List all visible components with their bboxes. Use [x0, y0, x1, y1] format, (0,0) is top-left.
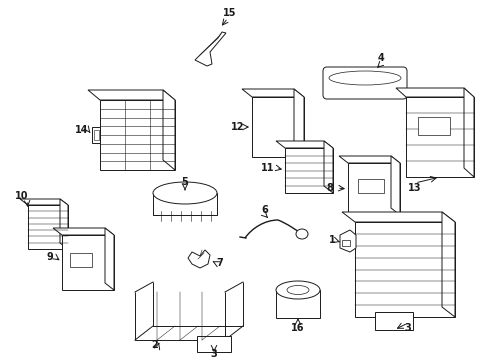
Bar — [417, 117, 449, 135]
Ellipse shape — [286, 285, 308, 294]
Text: 10: 10 — [15, 191, 29, 201]
Polygon shape — [354, 222, 454, 317]
Polygon shape — [100, 100, 175, 170]
Ellipse shape — [275, 281, 319, 299]
Text: 6: 6 — [261, 205, 268, 215]
Text: 11: 11 — [261, 163, 274, 173]
Text: 3: 3 — [404, 323, 410, 333]
Polygon shape — [285, 148, 332, 193]
Text: 5: 5 — [181, 177, 188, 187]
Polygon shape — [293, 89, 304, 157]
Bar — [153, 193, 217, 215]
Polygon shape — [339, 230, 355, 252]
Text: 13: 13 — [407, 183, 421, 193]
Polygon shape — [53, 228, 114, 235]
Ellipse shape — [153, 182, 217, 204]
Polygon shape — [163, 90, 175, 170]
Text: 12: 12 — [231, 122, 244, 132]
Text: 4: 4 — [377, 53, 384, 63]
Polygon shape — [395, 88, 473, 97]
Text: 3: 3 — [210, 349, 217, 359]
Bar — [357, 179, 383, 193]
Polygon shape — [324, 141, 332, 193]
Bar — [275, 290, 319, 318]
Text: 2: 2 — [151, 340, 158, 350]
Ellipse shape — [328, 71, 400, 85]
Polygon shape — [441, 212, 454, 317]
Text: 16: 16 — [291, 323, 304, 333]
Polygon shape — [251, 97, 304, 157]
Polygon shape — [338, 156, 399, 163]
Polygon shape — [405, 97, 473, 177]
Polygon shape — [242, 89, 304, 97]
Bar — [70, 253, 92, 267]
Text: 8: 8 — [326, 183, 333, 193]
Text: 7: 7 — [216, 258, 223, 268]
Polygon shape — [275, 141, 332, 148]
Bar — [94, 130, 99, 140]
Polygon shape — [62, 235, 114, 290]
Text: 15: 15 — [223, 8, 236, 18]
Polygon shape — [347, 163, 399, 215]
Bar — [92, 127, 100, 143]
Polygon shape — [20, 199, 68, 205]
Polygon shape — [195, 32, 225, 66]
Polygon shape — [60, 199, 68, 249]
Text: 14: 14 — [75, 125, 88, 135]
Bar — [197, 336, 230, 352]
FancyBboxPatch shape — [323, 67, 406, 99]
Polygon shape — [390, 156, 399, 215]
Bar — [374, 312, 412, 330]
Text: 1: 1 — [328, 235, 335, 245]
Polygon shape — [341, 212, 454, 222]
Polygon shape — [28, 205, 68, 249]
Text: 9: 9 — [46, 252, 53, 262]
Polygon shape — [88, 90, 175, 100]
Polygon shape — [463, 88, 473, 177]
Bar — [341, 240, 349, 246]
Polygon shape — [187, 250, 209, 268]
Ellipse shape — [295, 229, 307, 239]
Polygon shape — [105, 228, 114, 290]
